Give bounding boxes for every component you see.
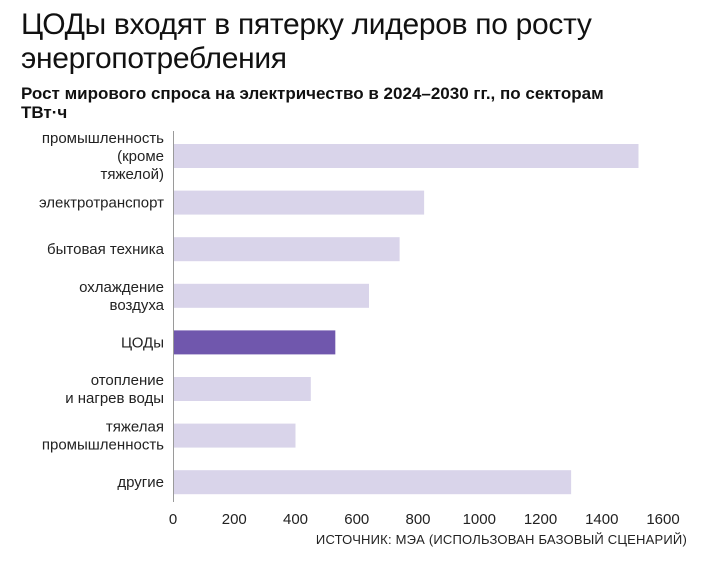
category-label-6: тяжелая промышленность [42,419,164,454]
category-label-1: электротранспорт [39,195,164,212]
chart-title: ЦОДы входят в пятерку лидеров по росту э… [21,8,592,75]
category-label-line: отопление [91,372,164,389]
source-note: ИСТОЧНИК: МЭА (ИСПОЛЬЗОВАН БАЗОВЫЙ СЦЕНА… [315,532,687,547]
x-tick-label-2: 400 [283,511,308,528]
category-label-line: и нагрев воды [65,390,164,407]
category-label-7: другие [117,474,164,491]
bar-5 [174,377,311,401]
category-label-line: ЦОДы [121,334,164,351]
category-label-line: другие [117,474,164,491]
bar-6 [174,423,296,448]
unit-label: ТВт·ч [21,103,68,122]
x-tick-label-5: 1000 [463,511,496,528]
category-label-line: тяжелой) [100,166,164,183]
bar-7 [174,470,572,495]
x-tick-label-8: 1600 [646,511,679,528]
bar-3 [174,283,369,308]
bar-1 [174,190,425,215]
bar-4 [174,330,336,355]
category-label-line: тяжелая [106,419,164,436]
x-tick-label-4: 800 [405,511,430,528]
category-label-line: воздуха [110,297,165,314]
category-label-line: охлаждение [79,279,164,296]
category-label-5: отопление и нагрев воды [65,372,164,407]
bar-2 [174,237,400,262]
category-label-line: электротранспорт [39,195,164,212]
category-label-2: бытовая техника [47,241,165,258]
category-label-4: ЦОДы [121,334,164,351]
x-tick-label-0: 0 [169,511,177,528]
bar-0 [174,144,639,168]
category-label-line: бытовая техника [47,241,165,258]
category-label-3: охлаждение воздуха [79,279,165,314]
x-tick-label-3: 600 [344,511,369,528]
x-tick-label-6: 1200 [524,511,557,528]
category-label-line: промышленность [42,130,164,147]
x-tick-label-7: 1400 [585,511,618,528]
category-label-line: (кроме [117,148,164,165]
category-label-line: промышленность [42,437,164,454]
chart-subtitle: Рост мирового спроса на электричество в … [21,84,604,103]
category-label-0: промышленность (кроме тяжелой) [42,130,164,183]
x-tick-label-1: 200 [222,511,247,528]
